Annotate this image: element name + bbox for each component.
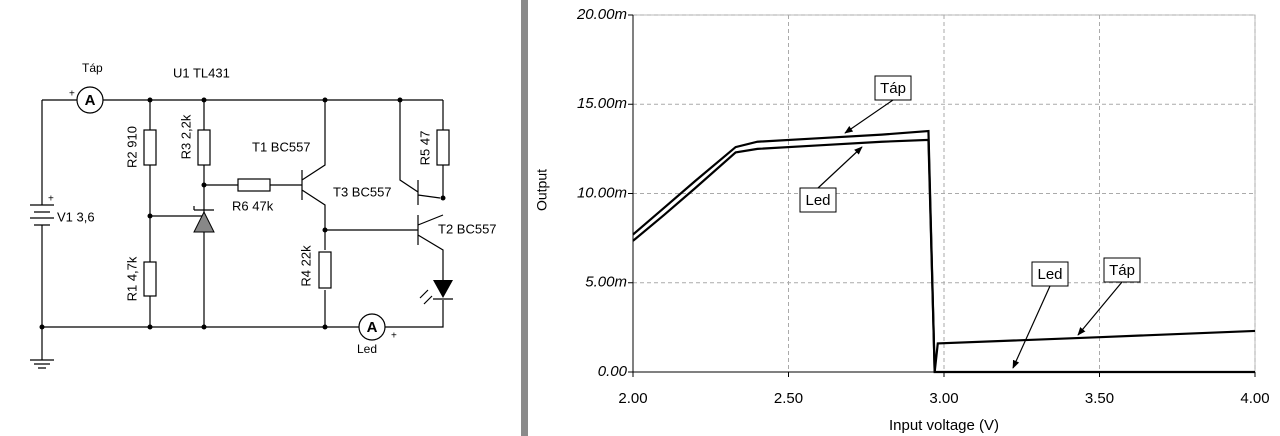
y-axis-label: Output xyxy=(534,169,550,211)
annotation: Led xyxy=(1037,266,1062,283)
label: V1 3,6 xyxy=(57,209,95,224)
annotation-arrow xyxy=(844,99,894,134)
annotation-box xyxy=(799,187,837,213)
x-tick-label: 2.00 xyxy=(618,390,647,407)
separator xyxy=(521,0,528,436)
resistor xyxy=(143,129,157,166)
label: U1 TL431 xyxy=(173,65,230,80)
label: R1 4,7k xyxy=(124,256,139,301)
annotation: Táp xyxy=(880,80,906,97)
annotation-box xyxy=(1103,257,1141,283)
label: Led xyxy=(357,342,377,356)
annotation-arrow xyxy=(1077,281,1123,336)
resistor xyxy=(197,129,211,166)
x-tick-label: 3.50 xyxy=(1085,390,1114,407)
y-tick-label: 10.00m xyxy=(577,184,627,201)
y-tick-label: 0.00 xyxy=(598,363,628,380)
polarity: + xyxy=(391,331,397,342)
series-line xyxy=(632,129,1256,373)
circuit: A A + + + Táp U1 TL431 V1 3,6 T1 BC557 T… xyxy=(30,61,497,369)
x-tick-label: 2.50 xyxy=(774,390,803,407)
label: Táp xyxy=(82,61,103,75)
resistor xyxy=(237,178,271,192)
label: R3 2,2k xyxy=(178,114,193,159)
zener-bar xyxy=(193,206,214,211)
zener xyxy=(193,210,215,233)
label: R2 910 xyxy=(124,126,139,168)
resistor xyxy=(318,251,332,289)
annotation: Led xyxy=(805,192,830,209)
led xyxy=(433,280,453,298)
annotation: Táp xyxy=(1109,262,1135,279)
y-tick-label: 20.00m xyxy=(576,6,627,23)
annotation-box xyxy=(1031,261,1069,287)
annotation-box xyxy=(874,75,912,101)
ammeter-symbol: A xyxy=(85,92,96,109)
x-tick-label: 4.00 xyxy=(1240,390,1269,407)
label: R6 47k xyxy=(232,198,274,213)
label: T3 BC557 xyxy=(333,184,392,199)
y-tick-label: 5.00m xyxy=(585,274,627,291)
ammeter xyxy=(76,86,104,114)
series-line xyxy=(632,138,1255,374)
polarity: + xyxy=(69,89,75,100)
chart: 0.00 5.00m 10.00m 15.00m 20.00m 2.00 2.50 3.00 3… xyxy=(534,6,1270,434)
annotation-arrow xyxy=(817,146,863,189)
label: R5 47 xyxy=(417,131,432,166)
ammeter xyxy=(358,313,386,341)
label: T2 BC557 xyxy=(438,221,497,236)
resistor xyxy=(436,129,450,166)
x-tick-label: 3.00 xyxy=(929,390,958,407)
x-axis-label: Input voltage (V) xyxy=(889,417,999,434)
resistor xyxy=(143,261,157,297)
label: T1 BC557 xyxy=(252,139,311,154)
ammeter-symbol: A xyxy=(367,319,378,336)
polarity: + xyxy=(48,194,54,205)
label: R4 22k xyxy=(298,245,313,287)
y-tick-label: 15.00m xyxy=(577,95,627,112)
annotation-arrow xyxy=(1012,285,1051,369)
